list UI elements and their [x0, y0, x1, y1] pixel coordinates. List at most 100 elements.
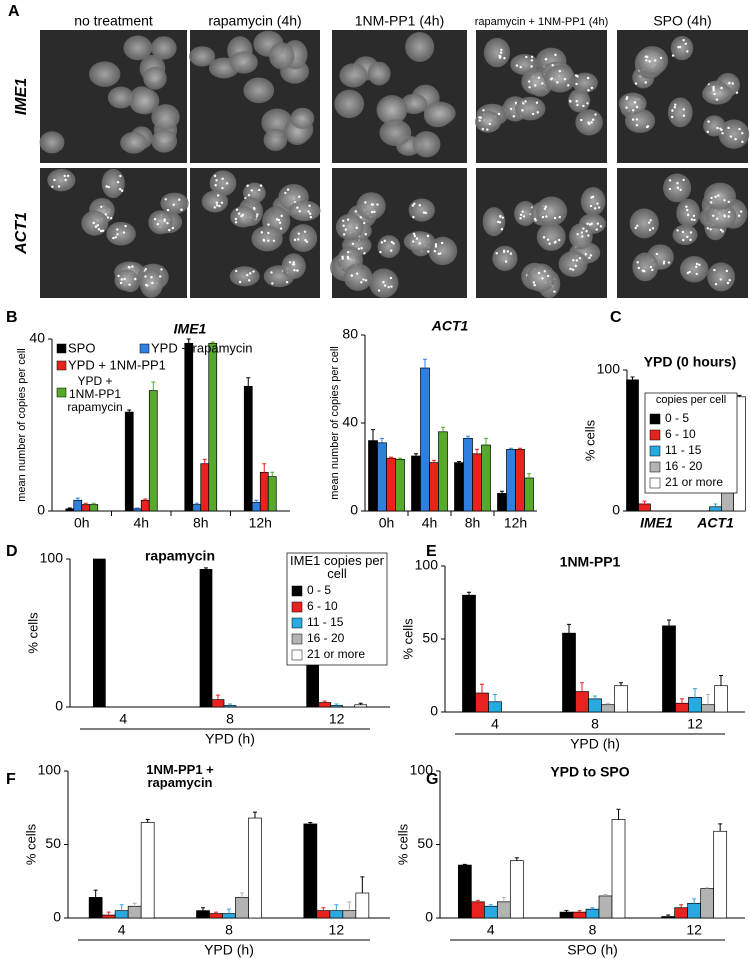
rna-spot [275, 218, 279, 221]
rna-spot [589, 204, 593, 208]
cell [672, 224, 698, 245]
rna-spot [676, 229, 679, 232]
x-tick-label: 12h [249, 515, 272, 531]
legend-label: 21 or more [665, 475, 723, 489]
error-bar [253, 811, 257, 819]
error-bar [246, 377, 251, 387]
rna-spot [596, 202, 599, 205]
rna-spot [553, 241, 557, 244]
rna-spot [723, 214, 726, 217]
rna-spot [731, 82, 734, 85]
rna-spot [689, 238, 692, 242]
legend-label: 6 - 10 [307, 599, 338, 613]
rna-spot [690, 218, 694, 221]
legend-swatch [291, 633, 303, 645]
rna-spot [383, 239, 387, 243]
rna-spot [413, 234, 417, 238]
chart-title: YPD (0 hours) [644, 354, 737, 370]
cell [229, 51, 258, 74]
rna-spot [682, 178, 685, 182]
x-tick-label: 4 [119, 711, 127, 727]
rna-spot [531, 112, 535, 116]
rna-spot [237, 212, 241, 215]
rna-spot [590, 121, 593, 124]
rna-spot [418, 203, 422, 207]
bar [127, 905, 142, 919]
x-tick-label: 12 [329, 922, 345, 938]
rna-spot [387, 285, 390, 289]
rna-spot [706, 226, 710, 230]
rna-spot [635, 105, 639, 109]
rna-spot [146, 284, 149, 287]
rna-spot [651, 227, 655, 230]
bar [140, 499, 150, 512]
cell [636, 46, 669, 76]
rna-spot [713, 92, 716, 96]
rna-spot [131, 265, 134, 268]
rna-spot [303, 230, 307, 233]
rna-spot [153, 218, 157, 221]
rna-spot [537, 76, 541, 79]
rna-spot [721, 131, 724, 135]
bar [626, 379, 639, 512]
bar [89, 504, 99, 512]
rna-spot [597, 206, 601, 209]
cell [412, 131, 441, 158]
rna-spot [234, 217, 238, 221]
rna-spot [576, 232, 579, 236]
rna-spot [590, 222, 593, 225]
legend-title: copies per cell [655, 394, 727, 406]
bar [709, 506, 722, 512]
error-bar [718, 823, 723, 832]
rna-spot [558, 215, 561, 219]
bar [509, 860, 524, 919]
rna-spot [695, 265, 698, 269]
cell [536, 196, 568, 227]
error-bar [593, 695, 597, 699]
cell [377, 235, 401, 259]
bar [92, 558, 106, 708]
row-label: IME1 [13, 78, 30, 115]
rna-spot [117, 274, 120, 278]
rna-spot [528, 86, 531, 89]
rna-spot [554, 53, 557, 57]
bar [701, 704, 715, 713]
rna-spot [625, 97, 628, 101]
rna-spot [418, 242, 421, 245]
error-bar [334, 703, 339, 706]
rna-spot [671, 109, 674, 112]
rna-spot [712, 85, 715, 89]
rna-spot [635, 123, 639, 127]
rna-spot [710, 196, 713, 200]
rna-spot [308, 204, 311, 207]
rna-spot [645, 125, 649, 129]
rna-spot [567, 84, 570, 87]
cell [667, 97, 693, 128]
rna-spot [521, 109, 524, 112]
cell [379, 119, 412, 146]
rna-spot [645, 59, 648, 62]
rna-spot [371, 203, 374, 206]
rna-spot [714, 283, 718, 286]
cell [514, 201, 537, 226]
rna-spot [682, 238, 685, 242]
rna-spot [346, 250, 350, 254]
rna-spot [682, 38, 685, 42]
rna-spot [267, 223, 270, 226]
cell [251, 225, 283, 252]
y-tick-label: 0 [350, 502, 358, 518]
bar [721, 492, 734, 512]
error-bar [475, 899, 480, 902]
cell [632, 252, 659, 282]
legend-frame [286, 552, 388, 666]
bar [713, 830, 728, 919]
rna-spot [575, 259, 579, 262]
rna-spot [166, 208, 170, 212]
rna-spot [478, 119, 481, 122]
cell [230, 206, 257, 228]
legend-label: 0 - 5 [307, 583, 331, 597]
rna-spot [163, 219, 166, 223]
bar [73, 499, 83, 512]
error-bar [667, 619, 671, 626]
rna-spot [668, 187, 672, 191]
